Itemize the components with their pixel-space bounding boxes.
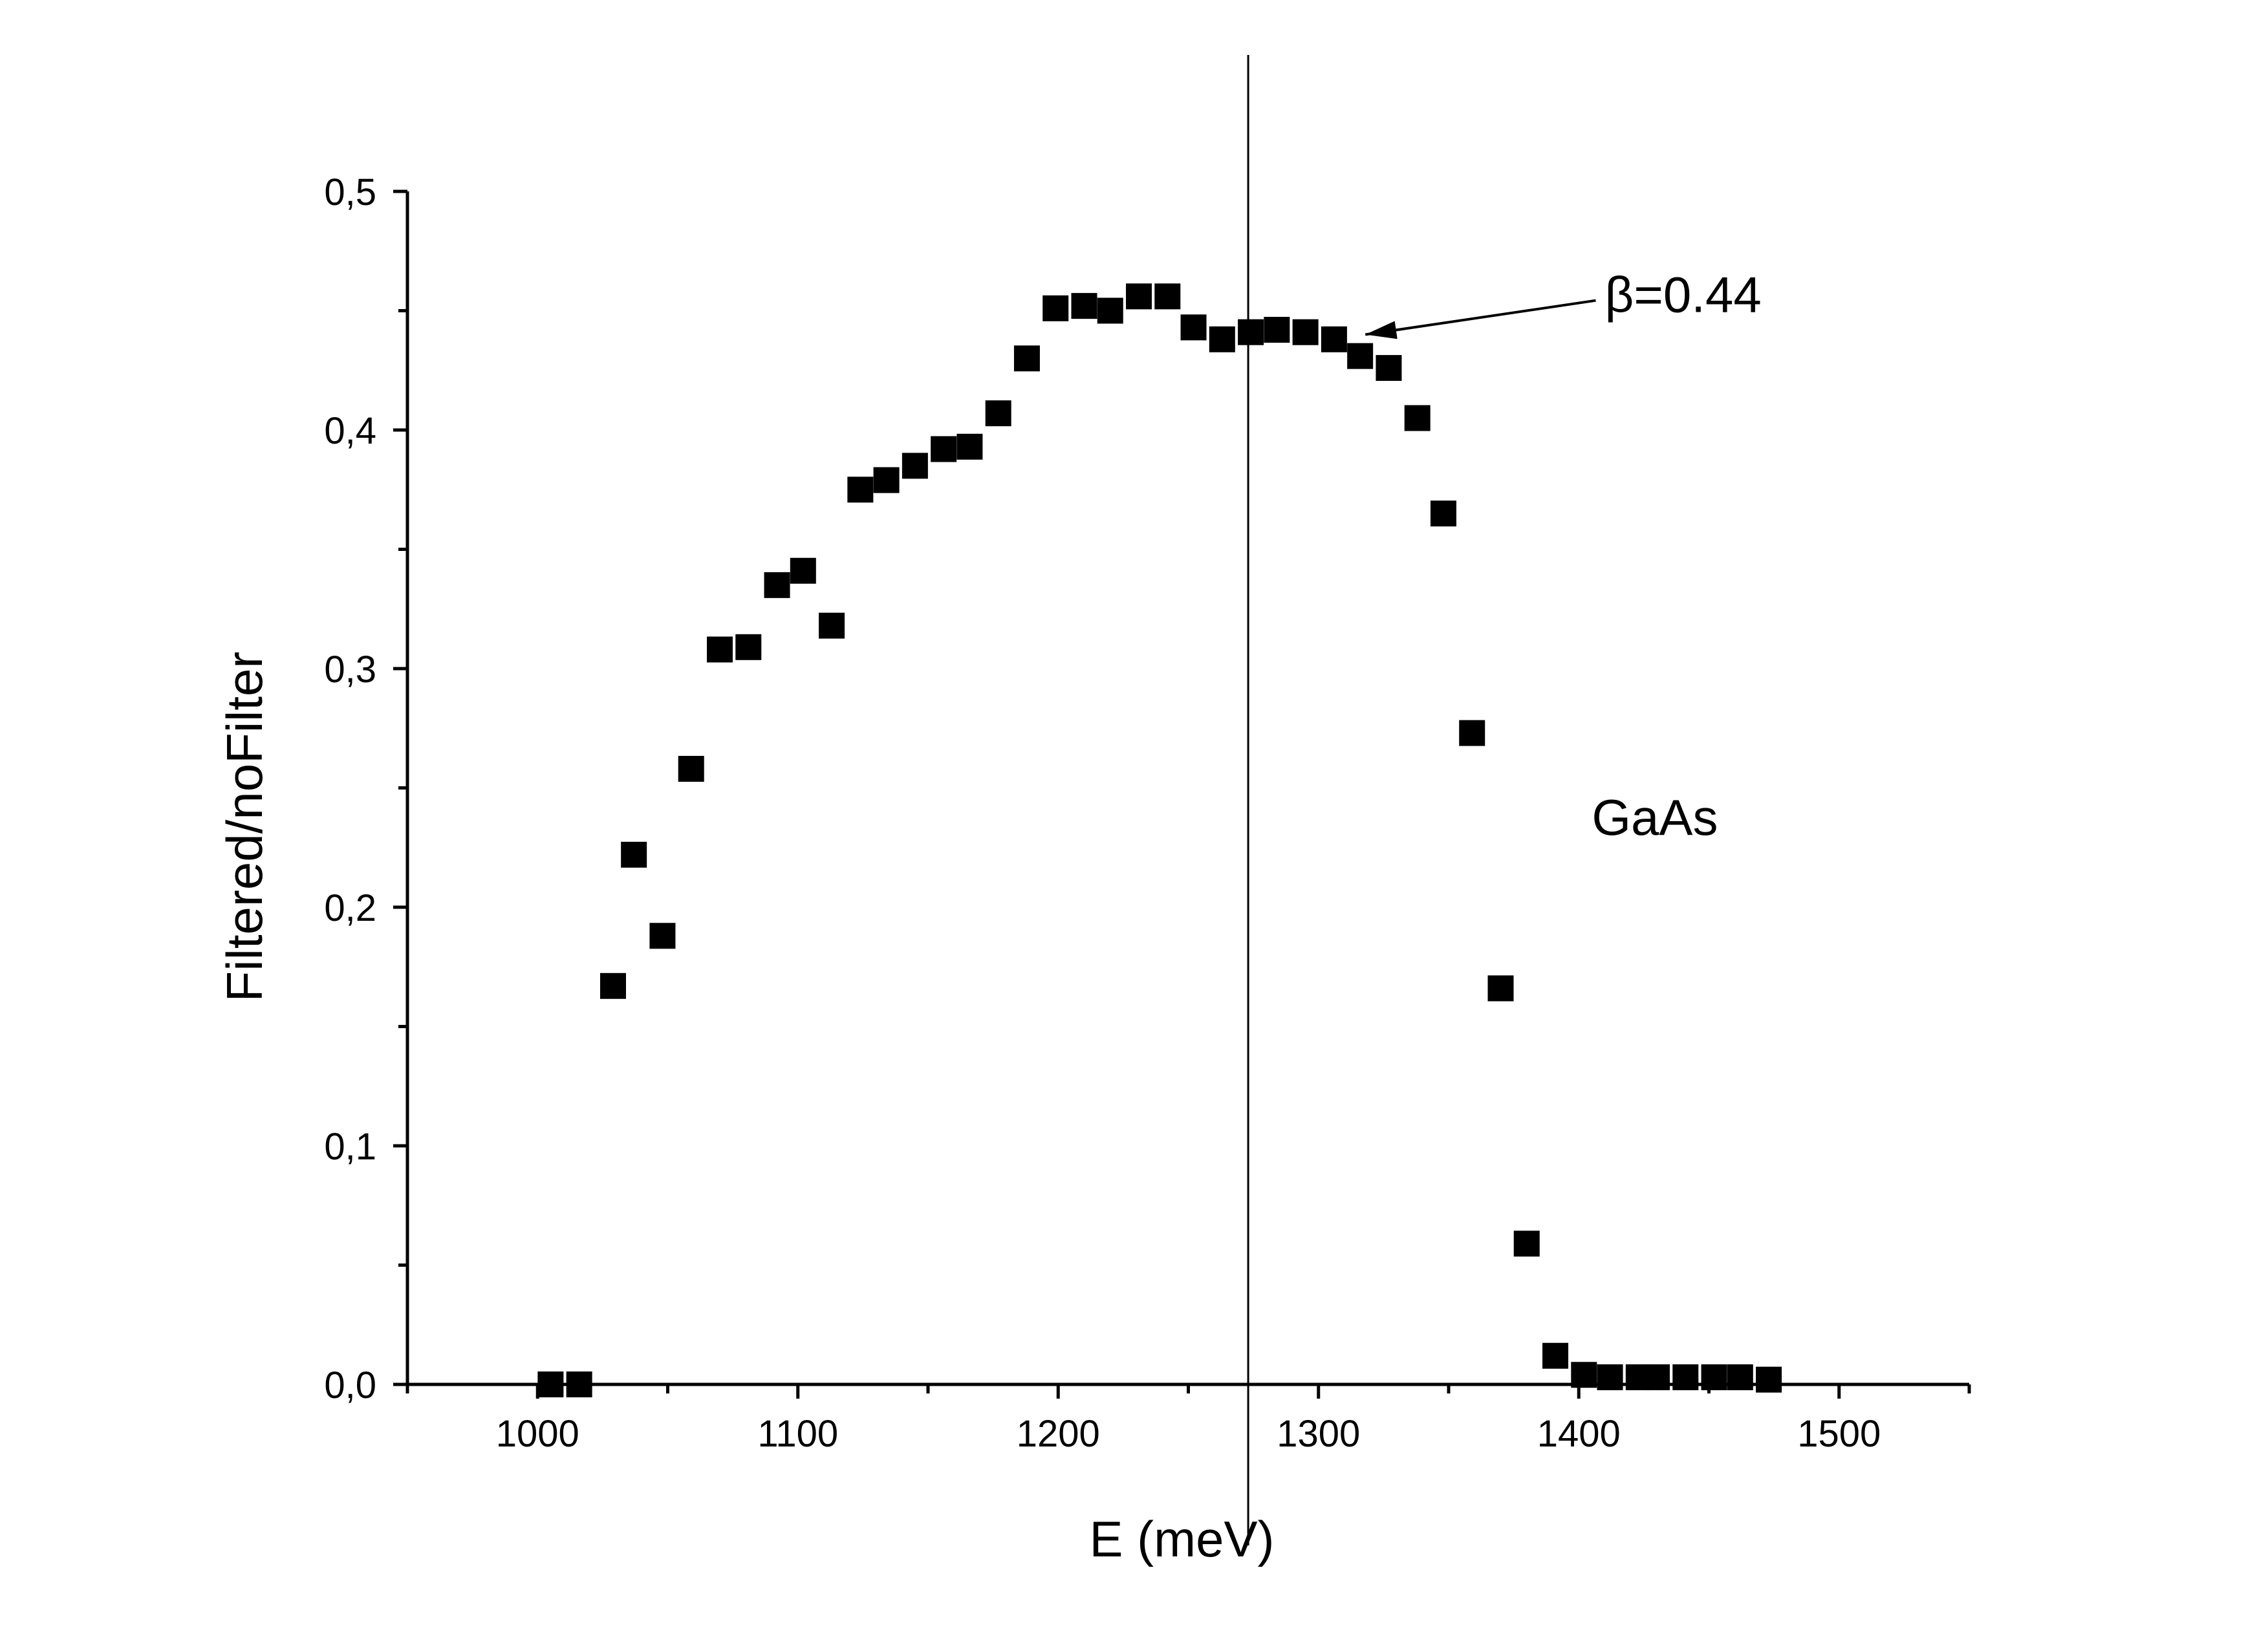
data-point xyxy=(764,572,790,598)
data-point xyxy=(819,612,845,639)
x-axis-title: E (meV) xyxy=(1089,1511,1274,1567)
data-point xyxy=(1542,1342,1569,1369)
data-point xyxy=(735,634,762,660)
x-tick-label: 1400 xyxy=(1537,1413,1621,1455)
data-point xyxy=(1097,297,1123,324)
annotations: β=0.44 GaAs xyxy=(1365,266,1762,846)
x-tick-label: 1500 xyxy=(1797,1413,1881,1455)
data-point xyxy=(1321,326,1347,352)
y-axis-ticks: 0,0 0,1 0,2 0,3 0,4 0,5 xyxy=(324,171,407,1406)
data-point xyxy=(1013,345,1040,372)
data-point xyxy=(1209,326,1235,352)
data-point xyxy=(678,755,704,782)
annotation-label: GaAs xyxy=(1592,789,1718,846)
y-axis-title: Filtered/noFilter xyxy=(216,652,273,1002)
data-point xyxy=(985,400,1011,427)
data-point xyxy=(1042,295,1069,321)
data-point xyxy=(1154,283,1181,310)
data-point xyxy=(790,557,816,584)
data-point xyxy=(1459,720,1485,746)
x-tick-label: 1100 xyxy=(757,1413,838,1455)
x-axis-ticks: 1000 1100 1200 1300 1400 1500 xyxy=(405,1384,1971,1455)
data-point xyxy=(1597,1364,1623,1390)
x-tick-label: 1000 xyxy=(496,1413,579,1455)
annotation-label: β=0.44 xyxy=(1605,266,1762,323)
y-tick-label: 0,1 xyxy=(324,1126,376,1168)
data-point xyxy=(1264,317,1290,343)
data-point xyxy=(1180,314,1207,341)
data-point xyxy=(847,477,874,503)
data-point xyxy=(902,453,928,479)
y-tick-label: 0,0 xyxy=(324,1364,376,1406)
data-points xyxy=(537,283,1782,1397)
data-point xyxy=(1571,1362,1597,1388)
data-point xyxy=(649,923,676,949)
data-point xyxy=(1347,343,1374,369)
data-point xyxy=(1292,319,1319,345)
data-point xyxy=(566,1371,592,1397)
data-point xyxy=(1404,405,1431,431)
x-tick-label: 1300 xyxy=(1277,1413,1360,1455)
data-point xyxy=(1238,319,1264,345)
data-point xyxy=(1376,355,1402,382)
annotation-arrow xyxy=(1365,299,1596,336)
data-point xyxy=(1126,283,1152,310)
data-point xyxy=(1672,1364,1699,1390)
data-point xyxy=(1727,1364,1753,1390)
data-point xyxy=(1430,500,1456,527)
data-point xyxy=(707,636,733,663)
data-point xyxy=(1756,1366,1782,1393)
y-tick-label: 0,5 xyxy=(324,171,376,213)
data-point xyxy=(956,433,983,460)
data-point xyxy=(621,841,647,868)
data-point xyxy=(1701,1364,1727,1390)
x-tick-label: 1200 xyxy=(1017,1413,1100,1455)
data-point xyxy=(1644,1364,1670,1390)
y-tick-label: 0,4 xyxy=(324,410,376,452)
data-point xyxy=(1513,1231,1540,1257)
data-point xyxy=(599,973,626,999)
y-tick-label: 0,3 xyxy=(324,649,376,691)
y-tick-label: 0,2 xyxy=(324,887,376,929)
annotation-arrowhead xyxy=(1365,321,1398,339)
data-point xyxy=(931,436,957,462)
data-point xyxy=(873,467,900,493)
data-point xyxy=(1071,293,1097,319)
data-point xyxy=(537,1371,564,1397)
data-point xyxy=(1487,975,1514,1002)
